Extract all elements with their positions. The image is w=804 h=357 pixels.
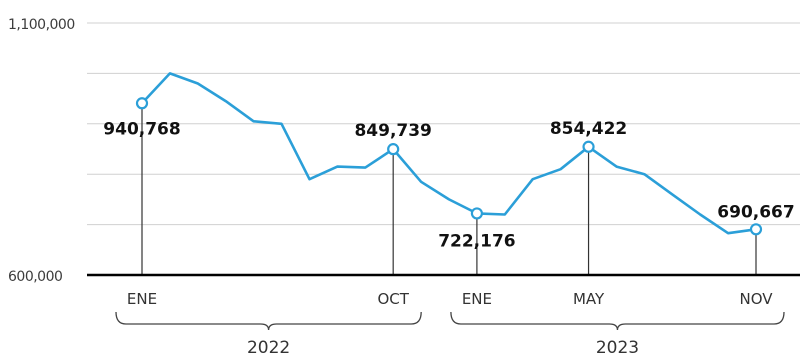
year-label: 2023: [596, 338, 639, 357]
data-markers: [135, 97, 763, 236]
y-tick-label: 1,100,000: [8, 17, 75, 33]
data-point-marker: [387, 143, 400, 156]
x-tick-label: ENE: [462, 290, 492, 308]
data-point-marker: [749, 223, 763, 236]
x-tick-label: OCT: [377, 290, 409, 308]
data-label: 849,739: [354, 121, 431, 141]
data-label: 854,422: [550, 119, 627, 139]
y-tick-label: 600,000: [8, 269, 62, 285]
data-label: 690,667: [717, 202, 794, 222]
data-label: 940,768: [103, 119, 180, 139]
data-point-marker: [582, 140, 595, 153]
data-label: 722,176: [438, 231, 515, 251]
data-point-marker: [135, 97, 149, 110]
data-labels: 940,768 849,739 722,176 854,422 690,667: [103, 119, 794, 252]
x-tick-label: NOV: [739, 290, 773, 308]
series-line-layer: [140, 72, 758, 235]
series-line: [140, 72, 758, 235]
x-tick-labels: ENE OCT ENE MAY NOV: [127, 290, 773, 308]
data-point-marker: [470, 207, 484, 220]
year-label: 2022: [247, 338, 290, 357]
gridlines: [87, 22, 800, 226]
year-bracket: [115, 311, 422, 331]
leader-lines: [141, 103, 757, 275]
x-tick-label: MAY: [573, 290, 605, 308]
year-brackets: 2022 2023: [115, 311, 785, 357]
year-bracket: [450, 311, 785, 331]
x-tick-label: ENE: [127, 290, 157, 308]
